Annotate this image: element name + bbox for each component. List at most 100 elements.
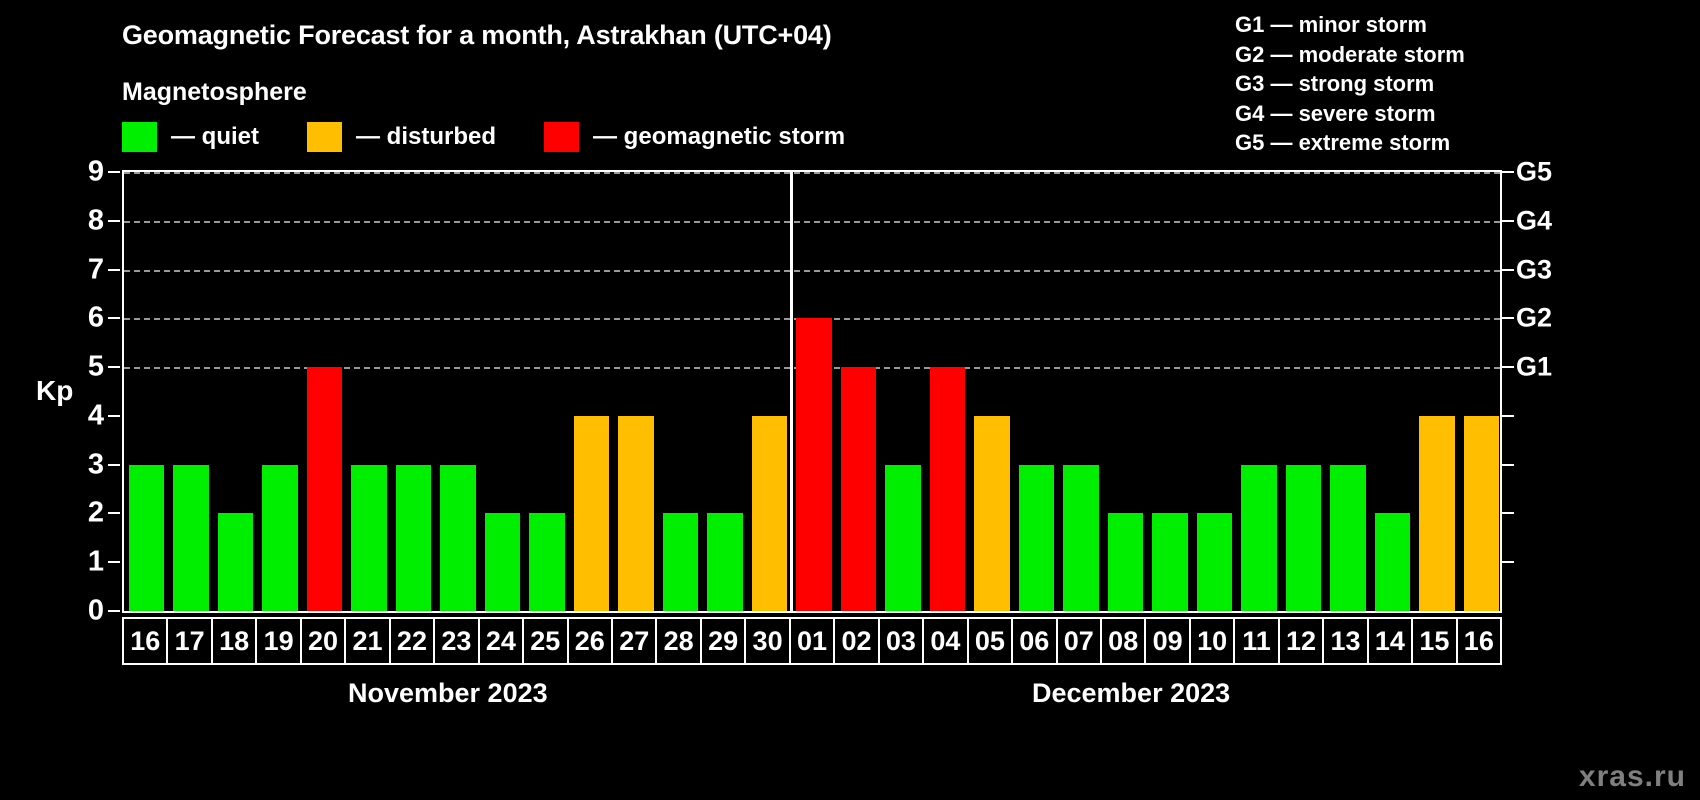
color-legend: — quiet — disturbed — geomagnetic storm [122,122,893,152]
date-cell-11: 11 [1235,619,1280,663]
month-label-december: December 2023 [1032,678,1231,708]
bar-11-kp-3 [1241,464,1277,611]
month-label-november: November 2023 [348,678,548,708]
bar-28-kp-2 [662,513,699,611]
bar-16-kp-3 [128,464,165,611]
y-tick-label-5: 5 [87,350,104,383]
legend-swatch-quiet [122,122,157,152]
g-tick-mark-kp-9 [1502,171,1514,173]
date-cell-20: 20 [302,619,347,663]
gridline-kp-8 [124,220,1500,223]
y-tick-mark-6 [108,317,120,320]
gridline-kp-9 [124,172,1500,174]
page-title: Geomagnetic Forecast for a month, Astrak… [122,20,832,50]
g-tick-label-G2: G2 [1516,302,1553,333]
y-tick-label-0: 0 [87,594,104,627]
date-cell-19: 19 [257,619,302,663]
bar-22-kp-3 [395,464,432,611]
date-cell-08: 08 [1102,619,1147,663]
date-cell-12: 12 [1280,619,1325,663]
legend-swatch-storm [544,122,580,152]
y-tick-label-3: 3 [87,448,104,481]
legend-label: — quiet [171,123,259,150]
date-cell-22: 22 [391,619,436,663]
legend-label: — disturbed [356,123,497,150]
date-cell-01: 01 [791,619,836,663]
bar-18-kp-2 [217,513,254,611]
g-tick-label-G5: G5 [1516,156,1553,187]
gridline-kp-7 [124,269,1500,272]
y-tick-label-6: 6 [87,301,104,334]
date-cell-16: 16 [124,619,169,663]
bar-series [124,172,1500,611]
gscale-line-3: G3 — strong storm [1235,71,1435,96]
y-tick-mark-8 [108,219,120,222]
date-cell-30: 30 [746,619,791,663]
legend-swatch-disturbed [307,122,342,152]
y-tick-label-9: 9 [87,155,104,188]
bar-25-kp-2 [529,513,565,611]
g-tick-mark-kp-4 [1502,414,1514,417]
date-cell-09: 09 [1146,619,1191,663]
date-cell-26: 26 [569,619,613,663]
bar-29-kp-2 [707,513,743,611]
date-cell-18: 18 [213,619,258,663]
gscale-legend: G1 — minor storm G2 — moderate storm G3 — … [1235,10,1465,158]
g-tick-mark-kp-1 [1502,561,1514,564]
y-tick-mark-0 [108,610,120,612]
date-cell-05: 05 [969,619,1014,663]
g-tick-mark-kp-5 [1502,366,1514,369]
g-tick-label-G1: G1 [1516,351,1553,382]
g-tick-mark-kp-7 [1502,268,1514,271]
bar-15-kp-4 [1419,415,1455,611]
bar-10-kp-2 [1196,513,1233,611]
date-cell-16: 16 [1463,625,1494,656]
bar-21-kp-3 [351,464,387,611]
gscale-line-5: G5 — extreme storm [1235,130,1451,155]
date-cell-25: 25 [524,619,569,663]
date-cell-02: 02 [835,619,880,663]
date-cell-03: 03 [880,619,925,663]
g-tick-mark-kp-8 [1502,219,1514,222]
gscale-line-1: G1 — minor storm [1235,12,1427,37]
y-tick-mark-3 [108,463,120,466]
g-tick-label-G4: G4 [1516,205,1553,236]
y-tick-mark-4 [108,414,120,417]
y-tick-label-4: 4 [87,399,104,432]
legend-entry-disturbed: — disturbed [307,122,496,152]
date-cell-07: 07 [1058,619,1102,663]
magnetosphere-label: Magnetosphere [122,78,307,106]
y-tick-label-1: 1 [87,545,104,578]
bar-13-kp-3 [1330,464,1366,611]
date-cell-17: 17 [168,619,213,663]
y-tick-label-8: 8 [87,204,104,237]
bar-20-kp-5 [306,367,343,611]
bar-09-kp-2 [1152,513,1188,611]
bar-07-kp-3 [1063,464,1099,611]
date-cell-15: 15 [1413,619,1458,663]
month-divider-line [790,172,794,611]
legend-entry-quiet: — quiet [122,122,259,152]
y-tick-mark-7 [108,268,120,271]
date-cell-29: 29 [702,619,747,663]
g-tick-label-G3: G3 [1516,254,1553,285]
g-tick-mark-kp-3 [1502,463,1514,466]
gscale-line-4: G4 — severe storm [1235,100,1436,126]
bar-14-kp-2 [1374,513,1411,611]
bar-17-kp-3 [173,464,209,611]
bar-16-kp-4 [1463,415,1500,611]
legend-entry-geomagneticstorm: — geomagnetic storm [544,122,845,152]
date-cell-24: 24 [480,619,525,663]
gscale-line-2: G2 — moderate storm [1235,41,1465,67]
bar-23-kp-3 [440,464,476,611]
bar-05-kp-4 [974,415,1010,611]
date-cell-21: 21 [346,619,391,663]
bar-27-kp-4 [618,415,654,611]
bar-26-kp-4 [573,415,610,611]
date-cell-10: 10 [1191,619,1236,663]
y-tick-mark-5 [108,366,120,369]
y-tick-mark-9 [108,171,120,173]
bar-06-kp-3 [1018,464,1055,611]
g-tick-mark-kp-2 [1502,512,1514,515]
date-cell-13: 13 [1324,619,1369,663]
